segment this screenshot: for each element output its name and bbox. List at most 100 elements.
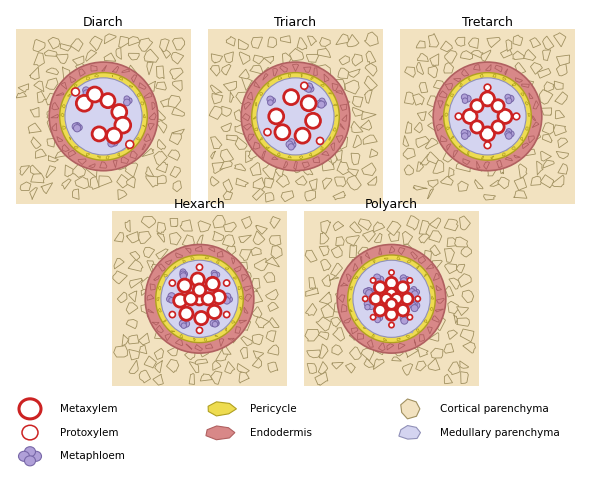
Polygon shape (221, 123, 232, 132)
Polygon shape (173, 81, 182, 91)
Circle shape (194, 312, 208, 324)
Polygon shape (157, 66, 164, 79)
Polygon shape (303, 120, 308, 124)
Polygon shape (445, 84, 452, 90)
Polygon shape (367, 177, 377, 185)
Polygon shape (307, 363, 316, 373)
Polygon shape (305, 329, 319, 341)
Polygon shape (146, 167, 154, 177)
Polygon shape (425, 138, 438, 149)
Circle shape (481, 92, 494, 106)
Polygon shape (238, 39, 248, 49)
Polygon shape (336, 135, 343, 143)
Circle shape (208, 305, 221, 319)
Polygon shape (46, 166, 56, 178)
Polygon shape (114, 258, 124, 269)
Polygon shape (217, 251, 223, 257)
Polygon shape (125, 220, 130, 232)
Polygon shape (260, 104, 266, 110)
Polygon shape (18, 84, 29, 92)
Circle shape (375, 315, 380, 320)
Circle shape (268, 100, 273, 106)
Polygon shape (158, 264, 166, 271)
Polygon shape (226, 302, 229, 306)
Polygon shape (251, 37, 262, 48)
Polygon shape (268, 345, 279, 355)
Polygon shape (253, 231, 265, 245)
Polygon shape (16, 93, 26, 98)
Polygon shape (264, 273, 275, 282)
Polygon shape (266, 147, 269, 148)
Circle shape (407, 314, 413, 320)
Polygon shape (459, 146, 463, 147)
Circle shape (411, 305, 418, 312)
Polygon shape (310, 96, 314, 99)
Polygon shape (223, 82, 236, 91)
Polygon shape (117, 174, 129, 188)
Polygon shape (355, 276, 358, 279)
Polygon shape (191, 321, 195, 324)
Polygon shape (181, 310, 186, 315)
Polygon shape (503, 77, 506, 80)
Polygon shape (469, 90, 474, 93)
Polygon shape (95, 74, 98, 77)
Polygon shape (265, 178, 274, 188)
Polygon shape (112, 113, 115, 118)
Polygon shape (253, 117, 256, 119)
Polygon shape (422, 303, 428, 308)
Polygon shape (371, 334, 374, 337)
Polygon shape (130, 252, 140, 260)
Circle shape (179, 320, 186, 327)
Circle shape (386, 277, 397, 289)
Polygon shape (359, 295, 364, 300)
Polygon shape (427, 152, 439, 164)
Polygon shape (542, 134, 552, 143)
Circle shape (506, 132, 512, 139)
Polygon shape (449, 278, 460, 289)
Polygon shape (365, 301, 371, 304)
Polygon shape (119, 147, 125, 151)
Polygon shape (271, 246, 282, 259)
Polygon shape (270, 137, 273, 143)
Polygon shape (55, 151, 68, 158)
Polygon shape (101, 120, 106, 127)
Circle shape (126, 141, 134, 148)
Polygon shape (44, 50, 58, 57)
Polygon shape (337, 137, 347, 149)
Polygon shape (280, 65, 287, 72)
Polygon shape (350, 245, 357, 258)
Polygon shape (374, 233, 382, 243)
Circle shape (214, 272, 220, 277)
Polygon shape (278, 146, 281, 150)
Polygon shape (207, 326, 212, 332)
Polygon shape (486, 120, 488, 127)
Polygon shape (307, 54, 319, 62)
Polygon shape (226, 268, 229, 270)
Polygon shape (65, 165, 73, 177)
Polygon shape (495, 65, 502, 72)
Polygon shape (413, 94, 424, 105)
Polygon shape (490, 180, 500, 186)
Polygon shape (321, 304, 334, 318)
Circle shape (193, 284, 206, 296)
Polygon shape (430, 54, 439, 66)
Polygon shape (520, 116, 524, 118)
Circle shape (87, 87, 102, 102)
Polygon shape (461, 246, 472, 257)
Polygon shape (469, 38, 479, 48)
Polygon shape (318, 332, 329, 340)
Polygon shape (223, 278, 228, 284)
Polygon shape (495, 96, 500, 101)
Polygon shape (512, 135, 517, 141)
Circle shape (124, 96, 130, 101)
Circle shape (224, 298, 230, 304)
Circle shape (411, 287, 416, 292)
Polygon shape (139, 370, 151, 383)
Polygon shape (303, 147, 308, 150)
Polygon shape (239, 52, 250, 64)
Polygon shape (158, 308, 161, 312)
Circle shape (284, 90, 299, 105)
Circle shape (193, 293, 206, 305)
Polygon shape (339, 56, 349, 65)
Polygon shape (109, 163, 116, 169)
